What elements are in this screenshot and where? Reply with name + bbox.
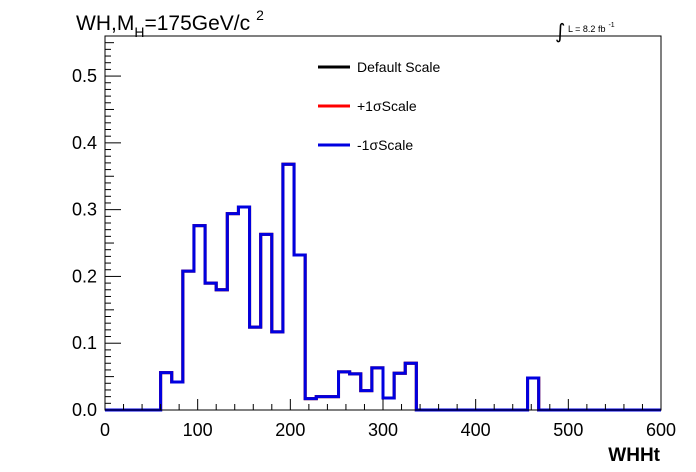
x-tick-label: 500 — [553, 420, 583, 440]
y-tick-label: 0.2 — [72, 266, 97, 286]
y-tick-label: 0.4 — [72, 133, 97, 153]
y-tick-label: 0.5 — [72, 66, 97, 86]
x-tick-label: 200 — [275, 420, 305, 440]
y-tick-label: 0.0 — [72, 400, 97, 420]
x-axis-tick-labels: 0 100 200 300 400 500 600 — [100, 420, 676, 440]
series-layer — [105, 162, 661, 412]
chart-title-superscript: 2 — [256, 7, 264, 23]
chart-title-subscript: H — [134, 24, 144, 40]
y-tick-label: 0.3 — [72, 200, 97, 220]
legend-label-default: Default Scale — [357, 59, 440, 75]
x-tick-label: 100 — [183, 420, 213, 440]
lumi-label: L = 8.2 fb -1 — [568, 22, 615, 34]
x-tick-label: 300 — [368, 420, 398, 440]
x-tick-label: 0 — [100, 420, 110, 440]
x-axis-ticks — [104, 399, 662, 410]
y-axis-tick-labels: 0.0 0.1 0.2 0.3 0.4 0.5 — [72, 66, 97, 420]
series-line-minus-sigma-scale — [105, 162, 661, 412]
x-tick-label: 600 — [646, 420, 676, 440]
chart-title-main: WH,M — [76, 12, 134, 35]
legend-label-minus-sigma: -1σScale — [357, 137, 413, 153]
x-axis-label: WHHt — [608, 445, 660, 466]
x-tick-label: 400 — [461, 420, 491, 440]
legend: Default Scale +1σScale -1σScale — [318, 59, 440, 153]
y-tick-label: 0.1 — [72, 333, 97, 353]
lumi-superscript: -1 — [608, 22, 614, 29]
lumi-integral-sign: ∫ — [555, 19, 565, 43]
legend-label-plus-sigma: +1σScale — [357, 98, 417, 114]
y-axis-ticks — [105, 42, 121, 411]
chart-title-rest: =175GeV/c — [144, 12, 250, 35]
lumi-value: L = 8.2 fb — [568, 24, 605, 34]
chart-title: WH,MH=175GeV/c 2 — [76, 7, 264, 40]
